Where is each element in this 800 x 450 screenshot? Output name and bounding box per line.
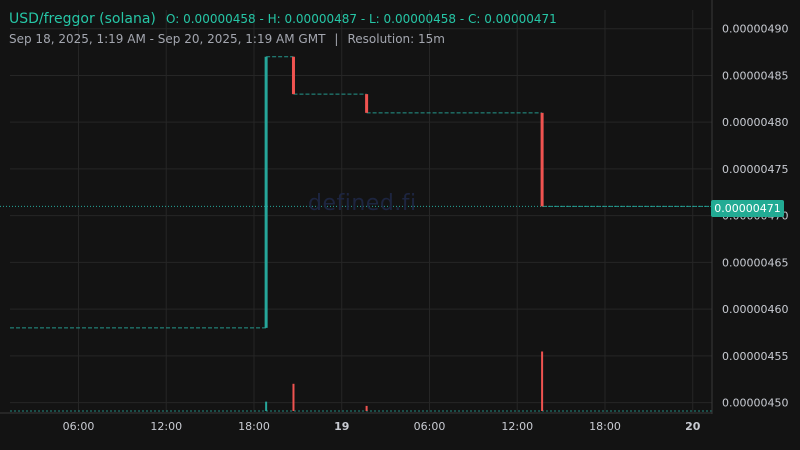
candle [365, 94, 369, 113]
candle [264, 56, 268, 328]
candles [264, 56, 544, 328]
axes: 0.00000450 0.00000455 0.00000460 0.00000465… [0, 0, 788, 433]
y-tick-label: 0.00000450 [722, 397, 788, 410]
y-tick-label: 0.00000455 [722, 350, 788, 363]
y-tick-label: 0.00000480 [722, 116, 788, 129]
x-tick-label: 12:00 [150, 420, 182, 433]
resolution-label: Resolution: 15m [347, 32, 445, 46]
candle [291, 56, 295, 95]
x-tick-label: 18:00 [589, 420, 621, 433]
x-tick-label: 19 [334, 420, 349, 433]
x-tick-label: 06:00 [414, 420, 446, 433]
y-tick-label: 0.00000465 [722, 256, 788, 269]
chart-header: USD/freggor (solana) O: 0.00000458 - H: … [9, 10, 557, 46]
volume-bars [10, 351, 712, 412]
y-tick-label: 0.00000490 [722, 23, 788, 36]
x-tick-label: 18:00 [238, 420, 270, 433]
y-tick-label: 0.00000475 [722, 163, 788, 176]
y-tick-label: 0.00000485 [722, 69, 788, 82]
separator: | [334, 32, 339, 46]
x-tick-label: 20 [685, 420, 701, 433]
ohlc-values: O: 0.00000458 - H: 0.00000487 - L: 0.000… [166, 12, 557, 26]
grid [10, 10, 712, 412]
x-tick-label: 12:00 [501, 420, 533, 433]
candle [540, 112, 544, 207]
y-tick-label: 0.00000460 [722, 303, 788, 316]
date-range: Sep 18, 2025, 1:19 AM - Sep 20, 2025, 1:… [9, 32, 326, 46]
x-tick-label: 06:00 [63, 420, 95, 433]
last-price-tag: 0.00000471 [711, 200, 784, 217]
watermark-logo: defined.fi [308, 191, 417, 216]
price-flat-lines [0, 56, 712, 329]
pair-title: USD/freggor (solana) [9, 11, 156, 27]
